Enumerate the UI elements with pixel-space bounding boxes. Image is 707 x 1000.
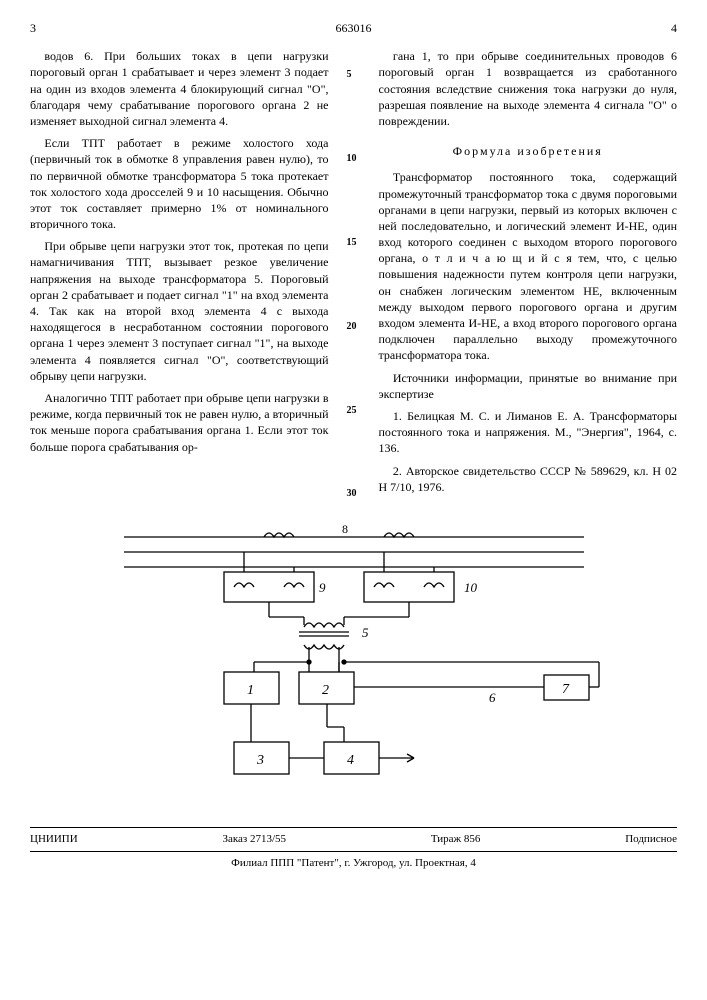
column-right: гана 1, то при обрыве соединительных про… xyxy=(379,48,678,501)
formula-heading: Формула изобретения xyxy=(379,143,678,159)
footer-sign: Подписное xyxy=(625,832,677,847)
diagram-label-1: 1 xyxy=(247,683,254,698)
paragraph: Трансформатор постоянного тока, содержащ… xyxy=(379,169,678,363)
paragraph: Аналогично ТПТ работает при обрыве цепи … xyxy=(30,390,329,455)
footer-order: Заказ 2713/55 xyxy=(222,832,286,847)
text-columns: водов 6. При больших токах в цепи нагруз… xyxy=(30,48,677,501)
paragraph: Если ТПТ работает в режиме холостого ход… xyxy=(30,135,329,232)
footer-org: ЦНИИПИ xyxy=(30,832,78,847)
diagram-label-8: 8 xyxy=(342,522,348,536)
sources-intro: Источники информации, принятые во вниман… xyxy=(379,370,678,402)
page-header: 3 663016 4 xyxy=(30,20,677,36)
source-item: 2. Авторское свидетельство СССР № 589629… xyxy=(379,463,678,495)
diagram-label-6: 6 xyxy=(489,690,496,705)
page-number-right: 4 xyxy=(671,20,677,36)
diagram-label-3: 3 xyxy=(256,753,264,768)
document-number: 663016 xyxy=(36,20,671,36)
line-number: 30 xyxy=(347,487,361,501)
paragraph: При обрыве цепи нагрузки этот ток, проте… xyxy=(30,238,329,384)
line-number: 10 xyxy=(347,152,361,166)
paragraph: гана 1, то при обрыве соединительных про… xyxy=(379,48,678,129)
diagram-label-10: 10 xyxy=(464,580,478,595)
circuit-diagram: 8 9 10 5 1 2 xyxy=(84,517,624,807)
diagram-label-9: 9 xyxy=(319,580,326,595)
footer-branch: Филиал ППП "Патент", г. Ужгород, ул. Про… xyxy=(30,852,677,871)
source-item: 1. Белицкая М. С. и Лиманов Е. А. Трансф… xyxy=(379,408,678,457)
diagram-label-7: 7 xyxy=(562,682,570,697)
diagram-label-2: 2 xyxy=(322,683,329,698)
line-number: 20 xyxy=(347,320,361,334)
line-number-gutter: 5 10 15 20 25 30 xyxy=(347,48,361,501)
line-number: 15 xyxy=(347,236,361,250)
imprint-footer: ЦНИИПИ Заказ 2713/55 Тираж 856 Подписное xyxy=(30,827,677,852)
diagram-label-4: 4 xyxy=(347,753,354,768)
diagram-label-5: 5 xyxy=(362,625,369,640)
line-number: 25 xyxy=(347,404,361,418)
paragraph: водов 6. При больших токах в цепи нагруз… xyxy=(30,48,329,129)
footer-tirage: Тираж 856 xyxy=(431,832,481,847)
line-number: 5 xyxy=(347,68,361,82)
column-left: водов 6. При больших токах в цепи нагруз… xyxy=(30,48,329,501)
